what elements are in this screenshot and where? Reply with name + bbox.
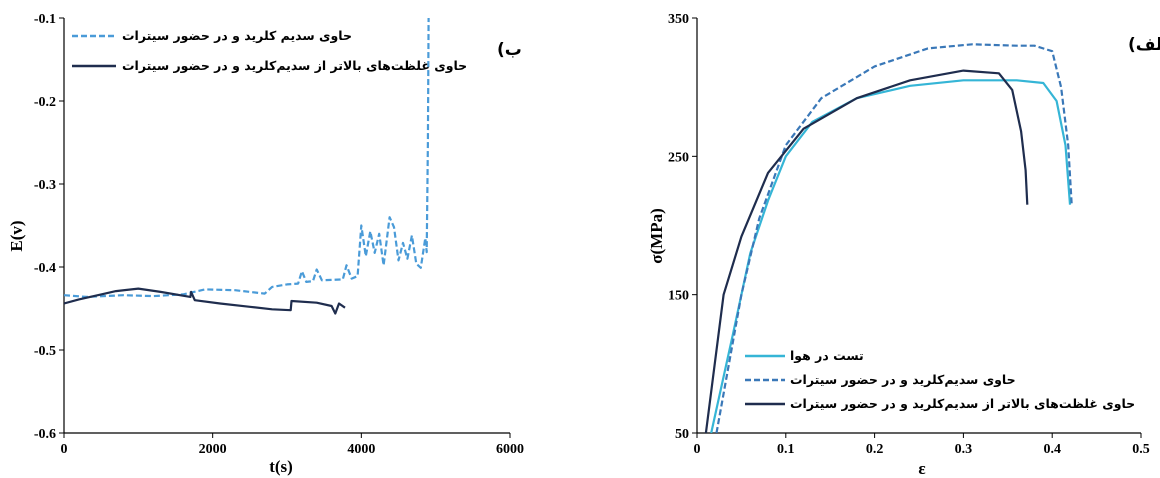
x-tick-label: 6000 [496,442,524,457]
series-line-2 [715,43,1073,433]
x-tick-label: 4000 [347,442,375,457]
panel-label: ب) [497,40,522,60]
y-tick-label: 50 [675,427,689,442]
x-axis-label: ε [918,459,925,478]
series-line-2 [64,287,346,315]
y-tick-label: -0.5 [34,344,56,359]
chart-right: 0 0.1 0.2 0.3 0.4 0.5 50 150 250 350 ε σ(MPa) الف) تس… [647,12,1160,478]
series-line-3 [704,69,1029,433]
y-tick-label: -0.3 [34,178,56,193]
legend-label-3: حاوی غلظت‌های بالاتر از سدیم‌کلرید و در … [790,396,1135,411]
y-tick-label: 350 [668,12,689,27]
x-tick-label: 0.5 [1132,442,1150,457]
legend-label-1: تست در هوا [790,348,864,363]
legend-label-2: حاوی غلظت‌های بالاتر از سدیم‌کلرید و در … [122,58,467,73]
y-tick-label: 150 [668,289,689,304]
x-tick-label: 0.3 [955,442,973,457]
x-tick-label: 2000 [199,442,227,457]
y-tick-label: 250 [668,150,689,165]
chart-left: 0 2000 4000 6000 -0.1 -0.2 -0.3 -0.4 -0.5 -0.6 t(s… [7,12,524,476]
x-tick-label: 0.1 [777,442,795,457]
x-tick-label: 0 [61,442,68,457]
x-axis-label: t(s) [269,457,293,476]
legend-label-1: حاوی سدیم کلرید و در حضور سیترات [122,28,352,43]
x-tick-label: 0.2 [866,442,884,457]
x-tick-label: 0 [694,442,701,457]
x-tick-label: 0.4 [1043,442,1061,457]
y-tick-label: -0.4 [34,261,56,276]
y-axis-label: σ(MPa) [647,208,666,264]
y-tick-label: -0.2 [34,95,56,110]
series-line-1 [64,17,430,298]
panel-label: الف) [1128,35,1160,55]
y-tick-label: -0.1 [34,12,56,27]
y-axis-label: E(v) [7,220,26,251]
y-tick-label: -0.6 [34,427,56,442]
legend-label-2: حاوی سدیم‌کلرید و در حضور سیترات [790,372,1016,387]
